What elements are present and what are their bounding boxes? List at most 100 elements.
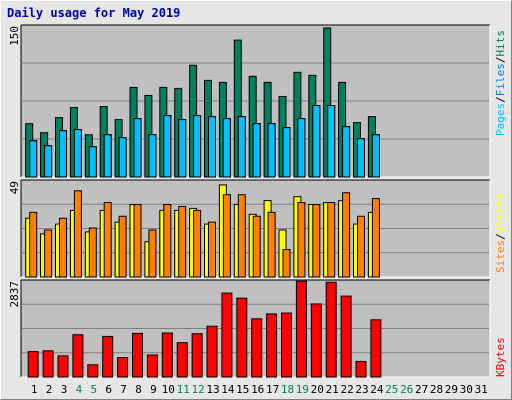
day-label-29: 29 [445, 383, 458, 396]
bar-pages-day-11 [178, 119, 187, 178]
day-label-25: 25 [385, 383, 398, 396]
bar-sites-day-4 [73, 190, 82, 278]
bar-pages-day-13 [208, 116, 216, 178]
legend-pages-files-hits-part: Hits [494, 30, 507, 57]
bar-sites-day-1 [29, 211, 38, 278]
day-label-1: 1 [31, 383, 38, 396]
bar-pages-day-20 [312, 105, 321, 178]
legend-sites-visits-part: Sites [494, 240, 507, 273]
bar-sites-day-15 [237, 194, 246, 278]
bar-sites-day-24 [371, 198, 380, 278]
bar-kbytes-day-19 [295, 280, 307, 378]
day-label-9: 9 [150, 383, 157, 396]
day-label-4: 4 [76, 383, 83, 396]
day-label-7: 7 [120, 383, 127, 396]
bar-kbytes-day-12 [191, 333, 203, 378]
bar-pages-day-6 [103, 134, 112, 178]
bar-sites-day-22 [342, 192, 351, 278]
day-label-21: 21 [326, 383, 339, 396]
bar-kbytes-day-11 [176, 342, 188, 378]
bar-kbytes-day-16 [251, 318, 263, 378]
bar-pages-day-12 [193, 115, 202, 178]
bar-kbytes-day-23 [355, 360, 367, 378]
bar-sites-day-18 [282, 249, 291, 278]
bar-sites-day-11 [178, 205, 187, 278]
bar-kbytes-day-8 [132, 332, 143, 378]
legend-kbytes-part: KBytes [494, 337, 507, 377]
bar-kbytes-day-20 [310, 303, 322, 378]
bar-pages-day-23 [357, 138, 365, 178]
day-label-5: 5 [90, 383, 97, 396]
legend-sites-visits-part: Visits [494, 194, 507, 234]
bar-sites-day-3 [59, 217, 67, 278]
y-max-label-kbytes: 2837 [8, 281, 21, 308]
bar-pages-day-22 [342, 126, 351, 178]
bar-pages-day-5 [88, 146, 97, 178]
legend-kbytes: KBytes [494, 337, 507, 377]
bar-sites-day-12 [193, 209, 202, 278]
bar-kbytes-day-10 [161, 332, 173, 378]
day-label-20: 20 [311, 383, 324, 396]
bar-kbytes-day-1 [27, 351, 39, 378]
bar-sites-day-19 [297, 202, 306, 278]
bar-sites-day-5 [88, 227, 97, 278]
bar-pages-day-14 [222, 118, 231, 178]
bar-kbytes-day-21 [325, 281, 337, 378]
bar-pages-day-2 [44, 145, 53, 178]
day-label-8: 8 [135, 383, 142, 396]
day-label-13: 13 [206, 383, 219, 396]
bar-sites-day-14 [222, 194, 231, 278]
day-label-23: 23 [355, 383, 368, 396]
bar-kbytes-day-5 [87, 364, 99, 378]
day-label-17: 17 [266, 383, 279, 396]
bar-pages-day-18 [282, 127, 291, 178]
day-label-10: 10 [162, 383, 175, 396]
bar-kbytes-day-9 [146, 354, 158, 378]
day-label-3: 3 [61, 383, 68, 396]
legend-pages-files-hits-part: Pages [494, 103, 507, 136]
bar-sites-day-2 [44, 229, 53, 278]
bar-pages-day-21 [327, 105, 336, 178]
bar-kbytes-day-6 [102, 335, 114, 378]
day-label-26: 26 [400, 383, 413, 396]
bar-sites-day-6 [103, 202, 112, 278]
legend-pages-files-hits: Pages/Files/Hits [494, 30, 507, 136]
day-label-28: 28 [430, 383, 443, 396]
day-label-30: 30 [460, 383, 473, 396]
legend-pages-files-hits-part: Files [494, 63, 507, 96]
day-label-19: 19 [296, 383, 309, 396]
y-max-label-visits: 49 [8, 181, 21, 194]
day-label-14: 14 [221, 383, 235, 396]
bar-sites-day-20 [312, 204, 321, 278]
legend-sites-visits-part: / [494, 233, 507, 240]
bar-sites-day-16 [252, 215, 261, 278]
bar-sites-day-10 [163, 204, 172, 278]
day-label-6: 6 [105, 383, 112, 396]
y-max-label-hits: 150 [8, 26, 21, 46]
bar-kbytes-day-7 [117, 357, 129, 378]
bar-kbytes-day-24 [370, 319, 382, 378]
day-label-2: 2 [46, 383, 53, 396]
bar-pages-day-19 [297, 118, 306, 178]
day-label-11: 11 [177, 383, 190, 396]
day-label-27: 27 [415, 383, 428, 396]
chart-title: Daily usage for May 2019 [7, 6, 181, 20]
bar-pages-day-15 [237, 116, 246, 178]
bar-kbytes-day-4 [72, 334, 84, 378]
bar-pages-day-9 [148, 134, 157, 178]
bar-pages-day-24 [371, 134, 380, 178]
bar-kbytes-day-17 [266, 313, 278, 378]
bar-pages-day-16 [252, 123, 261, 178]
bar-sites-day-23 [357, 215, 365, 278]
bar-sites-day-9 [148, 229, 157, 278]
day-label-24: 24 [370, 383, 384, 396]
bar-sites-day-21 [327, 202, 336, 278]
day-label-31: 31 [475, 383, 488, 396]
bar-kbytes-day-13 [206, 325, 218, 378]
bar-sites-day-13 [208, 221, 216, 278]
bar-kbytes-day-18 [281, 312, 292, 378]
day-label-12: 12 [191, 383, 204, 396]
bar-pages-day-4 [73, 129, 82, 178]
bar-pages-day-17 [267, 123, 276, 178]
